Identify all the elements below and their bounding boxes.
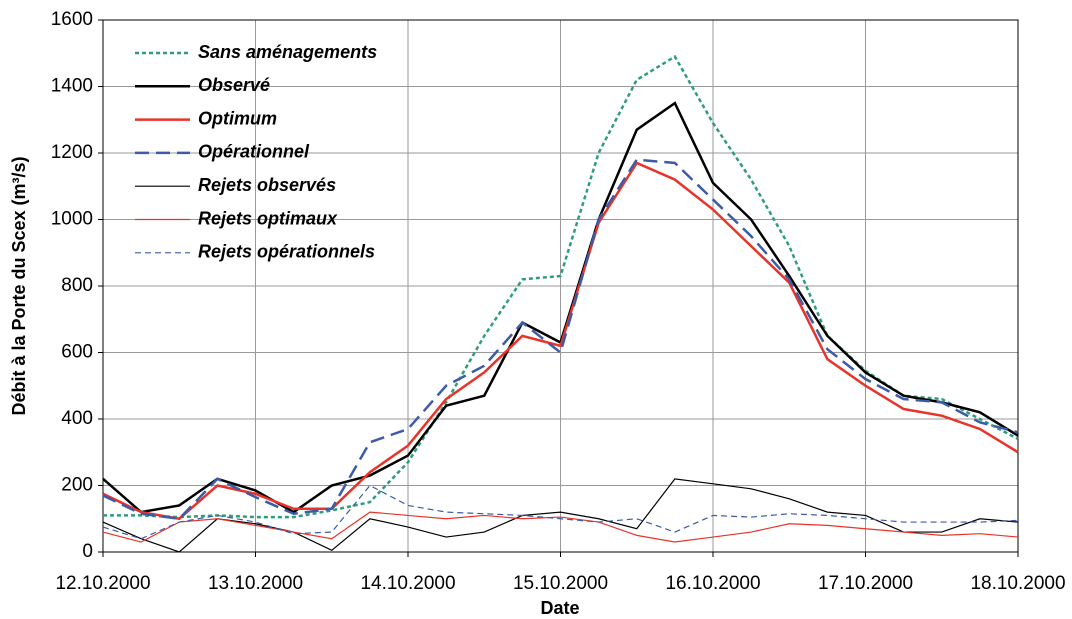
y-tick-label: 400: [61, 408, 93, 429]
x-tick-label: 14.10.2000: [360, 573, 455, 594]
legend-label: Opérationnel: [198, 142, 310, 162]
legend-label: Optimum: [198, 108, 277, 128]
legend-label: Observé: [198, 75, 270, 95]
series-line: [102, 484, 1019, 540]
x-tick-label: 12.10.2000: [55, 573, 150, 594]
series-line: [102, 511, 1019, 543]
y-tick-label: 1000: [51, 209, 93, 230]
x-tick-label: 17.10.2000: [818, 573, 913, 594]
y-tick-label: 1600: [51, 9, 93, 30]
series-line: [102, 161, 1019, 521]
y-tick-label: 200: [61, 475, 93, 496]
series-line: [102, 158, 1019, 521]
legend-label: Rejets optimaux: [198, 208, 338, 228]
series-line: [102, 478, 1019, 553]
y-tick-label: 0: [82, 541, 93, 562]
y-axis-title: Débit à la Porte du Scex (m³/s): [9, 156, 29, 415]
y-tick-label: 1400: [51, 76, 93, 97]
x-tick-label: 15.10.2000: [513, 573, 608, 594]
x-tick-label: 18.10.2000: [970, 573, 1065, 594]
y-tick-label: 800: [61, 275, 93, 296]
y-tick-label: 600: [61, 342, 93, 363]
legend-label: Rejets opérationnels: [198, 242, 375, 262]
y-tick-label: 1200: [51, 142, 93, 163]
plot-frame: [102, 19, 1019, 553]
x-axis-title: Date: [540, 598, 579, 618]
x-tick-label: 16.10.2000: [665, 573, 760, 594]
x-tick-label: 13.10.2000: [208, 573, 303, 594]
legend-label: Sans aménagements: [198, 42, 377, 62]
legend-label: Rejets observés: [198, 175, 336, 195]
